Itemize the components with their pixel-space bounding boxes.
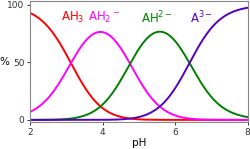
Text: A$^{3-}$: A$^{3-}$ (190, 10, 212, 26)
Y-axis label: %: % (0, 57, 9, 67)
Text: AH$_2$$^-$: AH$_2$$^-$ (88, 10, 120, 25)
Text: AH$_3$: AH$_3$ (61, 10, 84, 25)
X-axis label: pH: pH (132, 138, 146, 148)
Text: AH$^{2-}$: AH$^{2-}$ (140, 10, 172, 26)
